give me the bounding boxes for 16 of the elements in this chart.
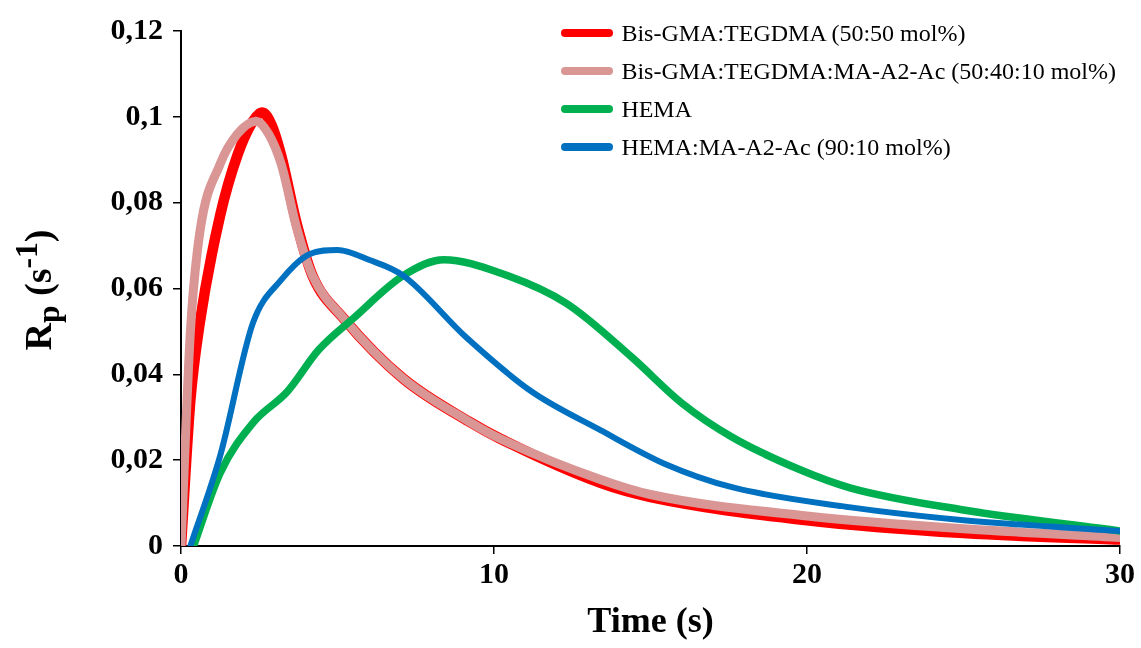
y-tick-label: 0,12 bbox=[110, 11, 163, 45]
y-tick-label: 0,04 bbox=[110, 355, 163, 389]
legend-label: Bis-GMA:TEGDMA:MA-A2-Ac (50:40:10 mol%) bbox=[621, 57, 1116, 85]
y-tick-label: 0,1 bbox=[125, 97, 163, 131]
x-axis-title: Time (s) bbox=[587, 599, 714, 640]
legend-label: HEMA:MA-A2-Ac (90:10 mol%) bbox=[621, 133, 951, 161]
x-tick-label: 10 bbox=[479, 555, 509, 589]
legend-label: Bis-GMA:TEGDMA (50:50 mol%) bbox=[621, 19, 966, 47]
y-tick-label: 0,06 bbox=[110, 269, 163, 303]
x-tick-label: 20 bbox=[792, 555, 822, 589]
x-tick-label: 0 bbox=[173, 555, 189, 589]
y-tick-label: 0,02 bbox=[110, 440, 163, 474]
legend-label: HEMA bbox=[621, 95, 693, 123]
x-tick-label: 30 bbox=[1105, 555, 1135, 589]
y-tick-label: 0,08 bbox=[110, 183, 163, 217]
y-tick-label: 0 bbox=[148, 526, 163, 560]
